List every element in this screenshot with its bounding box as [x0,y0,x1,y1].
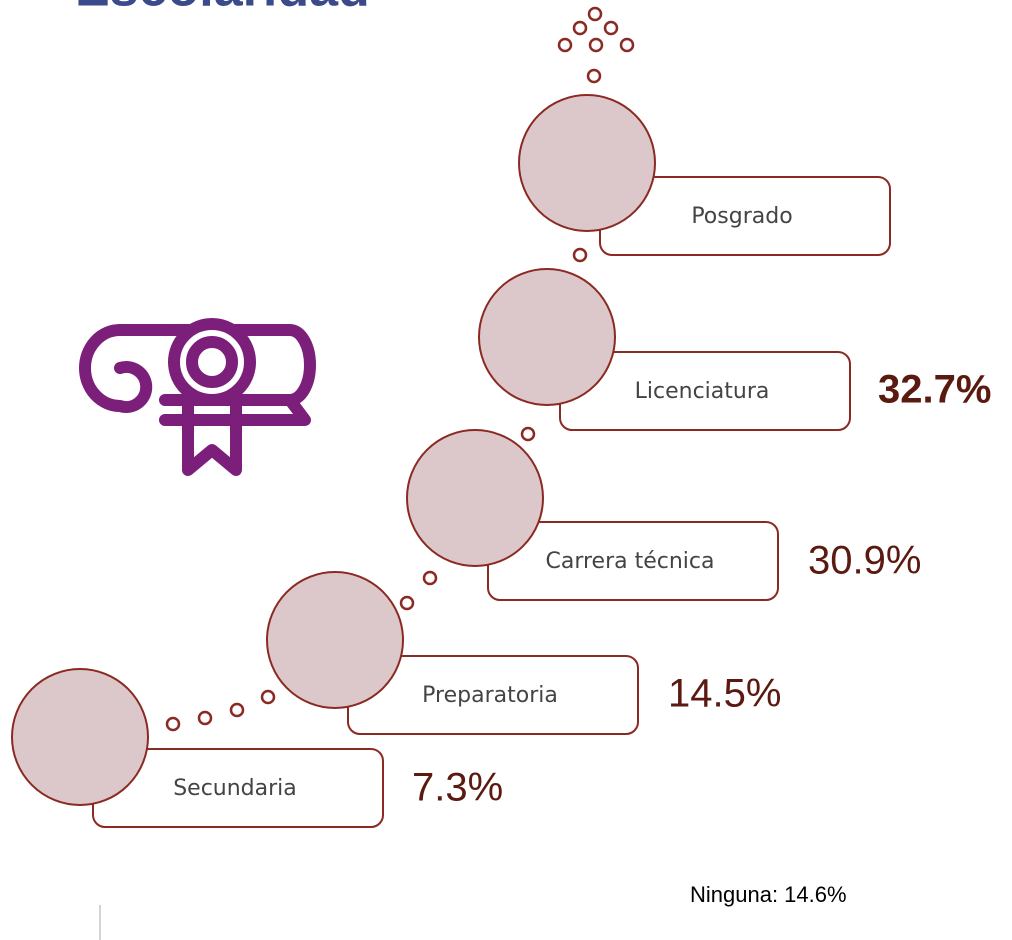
level-circle [478,268,616,406]
level-value: 14.5% [668,672,781,716]
note: Ninguna: 14.6% [690,882,847,907]
level-value: 7.3% [412,766,503,810]
level-value: 30.9% [808,539,921,583]
level-circle [266,571,404,709]
level-circle [11,668,149,806]
diploma-icon [79,318,316,476]
level-label: Carrera técnica [545,549,714,574]
title: Escolaridad [75,0,370,18]
level-circle [518,94,656,232]
level-label: Preparatoria [422,683,558,708]
level-label: Secundaria [173,776,297,801]
decor-dots [165,6,635,732]
level-label: Posgrado [691,204,792,229]
level-value: 32.7% [878,368,991,412]
level-circle [406,429,544,567]
level-label: Licenciatura [635,379,770,404]
